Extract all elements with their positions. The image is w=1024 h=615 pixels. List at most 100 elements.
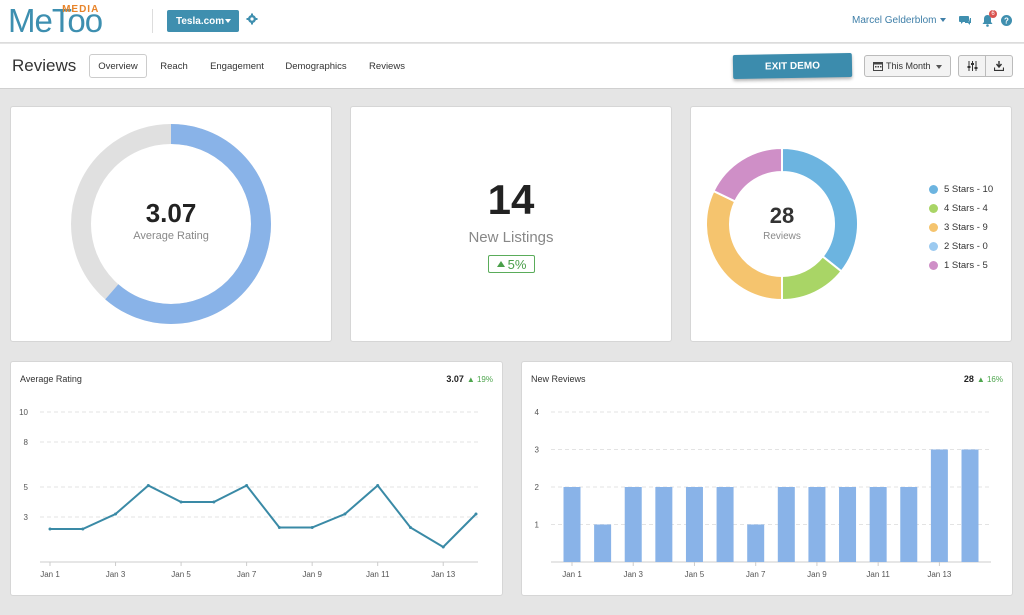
user-name: Marcel Gelderblom bbox=[852, 15, 937, 26]
tab-reach[interactable]: Reach bbox=[160, 60, 188, 72]
bar[interactable] bbox=[747, 524, 765, 563]
date-range-button[interactable]: This Month bbox=[864, 55, 951, 77]
legend-label: 4 Stars - 4 bbox=[944, 203, 988, 214]
bar[interactable] bbox=[900, 487, 918, 562]
legend-item[interactable]: 1 Stars - 5 bbox=[929, 256, 993, 275]
date-range-label: This Month bbox=[886, 61, 931, 71]
tab-demographics[interactable]: Demographics bbox=[285, 60, 347, 72]
y-tick-label: 5 bbox=[24, 483, 29, 492]
filter-button[interactable] bbox=[958, 55, 986, 77]
donut-slice-5 bbox=[712, 147, 783, 203]
caret-down-icon bbox=[936, 65, 942, 69]
chart-stat-change: ▲ 16% bbox=[976, 375, 1003, 384]
bar[interactable] bbox=[839, 487, 857, 562]
divider bbox=[152, 9, 153, 33]
data-point[interactable] bbox=[146, 484, 150, 487]
calendar-icon bbox=[873, 62, 883, 71]
legend-label: 2 Stars - 0 bbox=[944, 241, 988, 252]
new-reviews-chart-stat: 28 ▲ 16% bbox=[900, 374, 1003, 384]
series-line bbox=[50, 484, 477, 549]
x-tick-label: Jan 1 bbox=[562, 570, 582, 579]
legend-label: 1 Stars - 5 bbox=[944, 260, 988, 271]
new-listings-label: New Listings bbox=[468, 229, 554, 246]
data-point[interactable] bbox=[245, 484, 249, 487]
bar[interactable] bbox=[777, 487, 795, 562]
bar[interactable] bbox=[930, 449, 948, 563]
y-tick-label: 2 bbox=[535, 483, 540, 492]
exit-demo-button[interactable]: EXIT DEMO bbox=[732, 52, 853, 80]
tab-overview[interactable]: Overview bbox=[89, 54, 147, 78]
x-tick-label: Jan 11 bbox=[866, 570, 890, 579]
x-tick-label: Jan 7 bbox=[746, 570, 766, 579]
bar[interactable] bbox=[716, 487, 734, 562]
user-menu[interactable]: Marcel Gelderblom bbox=[852, 15, 947, 26]
gear-icon[interactable] bbox=[246, 13, 258, 25]
notification-badge: 6 bbox=[989, 10, 997, 18]
legend-label: 5 Stars - 10 bbox=[944, 184, 994, 195]
bar[interactable] bbox=[563, 487, 581, 562]
data-point[interactable] bbox=[179, 500, 183, 504]
legend-item[interactable]: 4 Stars - 4 bbox=[929, 199, 993, 218]
chart-stat-change: ▲ 19% bbox=[466, 375, 493, 384]
bar[interactable] bbox=[685, 487, 703, 562]
caret-down-icon bbox=[225, 19, 231, 23]
legend-dot bbox=[929, 261, 938, 270]
sliders-icon bbox=[967, 61, 977, 71]
logo[interactable]: MeToo MEDIA bbox=[8, 4, 103, 38]
site-selector-label: Tesla.com bbox=[176, 15, 225, 27]
x-tick-label: Jan 5 bbox=[171, 570, 191, 579]
tab-reviews[interactable]: Reviews bbox=[369, 60, 405, 72]
new-listings-value: 14 bbox=[487, 176, 535, 223]
x-tick-label: Jan 9 bbox=[302, 570, 322, 579]
chart-stat-change-value: 19% bbox=[476, 375, 493, 384]
data-point[interactable] bbox=[48, 527, 52, 531]
data-point[interactable] bbox=[310, 526, 314, 529]
data-point[interactable] bbox=[114, 512, 118, 516]
y-tick-label: 3 bbox=[535, 446, 540, 455]
data-point[interactable] bbox=[408, 526, 412, 529]
data-point[interactable] bbox=[441, 545, 445, 549]
x-tick-label: Jan 3 bbox=[106, 570, 126, 579]
x-tick-label: Jan 13 bbox=[927, 570, 952, 579]
legend-item[interactable]: 2 Stars - 0 bbox=[929, 237, 993, 256]
data-point[interactable] bbox=[376, 484, 380, 487]
x-tick-label: Jan 3 bbox=[623, 570, 643, 579]
site-selector-button[interactable]: Tesla.com bbox=[167, 10, 239, 32]
data-point[interactable] bbox=[277, 526, 281, 529]
bar[interactable] bbox=[808, 487, 826, 562]
average-rating-label: Average Rating bbox=[133, 230, 209, 242]
legend-dot bbox=[929, 223, 938, 232]
data-point[interactable] bbox=[212, 500, 216, 504]
tab-engagement[interactable]: Engagement bbox=[210, 60, 264, 72]
bar[interactable] bbox=[655, 487, 673, 562]
logo-sub: MEDIA bbox=[62, 4, 100, 15]
legend-item[interactable]: 3 Stars - 9 bbox=[929, 218, 993, 237]
svg-text:?: ? bbox=[1004, 17, 1009, 26]
bar[interactable] bbox=[869, 487, 887, 562]
x-tick-label: Jan 7 bbox=[237, 570, 257, 579]
data-point[interactable] bbox=[343, 512, 347, 516]
y-tick-label: 8 bbox=[24, 438, 29, 447]
y-tick-label: 3 bbox=[24, 513, 29, 522]
legend-item[interactable]: 5 Stars - 10 bbox=[929, 180, 993, 199]
help-icon[interactable]: ? bbox=[1001, 15, 1012, 26]
listings-change-value: 5% bbox=[507, 256, 527, 272]
data-point[interactable] bbox=[81, 527, 85, 531]
sub-header: Reviews Overview Reach Engagement Demogr… bbox=[0, 44, 1024, 89]
y-tick-label: 4 bbox=[535, 408, 540, 417]
chart-stat-value: 28 bbox=[963, 374, 974, 384]
bar[interactable] bbox=[961, 449, 979, 563]
average-rating-value: 3.07 bbox=[145, 198, 197, 228]
data-point[interactable] bbox=[474, 512, 478, 516]
x-tick-label: Jan 9 bbox=[807, 570, 827, 579]
page-title: Reviews bbox=[12, 56, 77, 75]
average-rating-donut bbox=[71, 124, 271, 324]
chat-icon[interactable] bbox=[959, 14, 972, 27]
download-button[interactable] bbox=[985, 55, 1013, 77]
x-tick-label: Jan 11 bbox=[366, 570, 390, 579]
bar[interactable] bbox=[624, 487, 642, 562]
reviews-total-label: Reviews bbox=[763, 231, 801, 242]
bar[interactable] bbox=[594, 524, 612, 563]
x-tick-label: Jan 13 bbox=[431, 570, 456, 579]
reviews-donut bbox=[705, 147, 859, 301]
